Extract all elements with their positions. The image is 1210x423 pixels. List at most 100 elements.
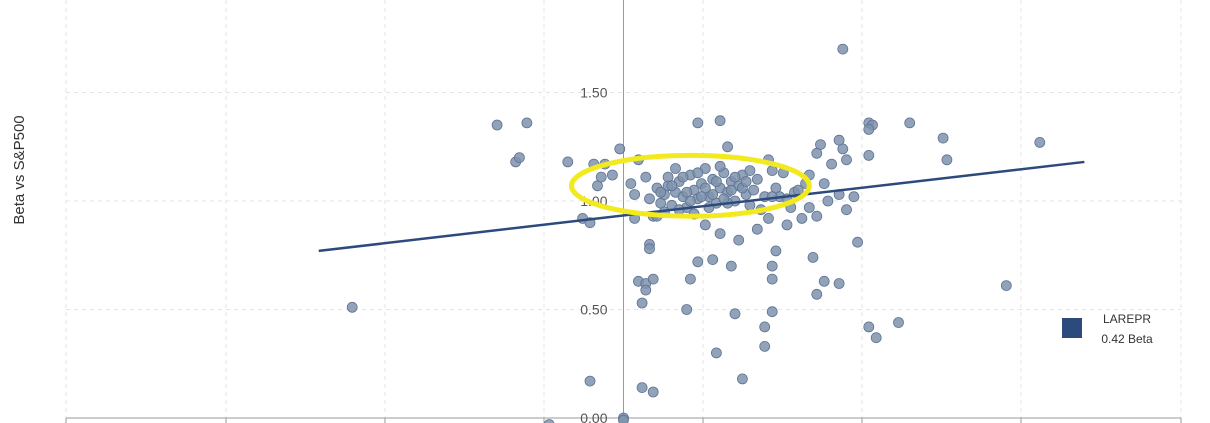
data-point bbox=[826, 158, 837, 170]
data-point bbox=[833, 134, 845, 146]
data-point bbox=[803, 202, 815, 213]
data-point bbox=[737, 373, 748, 385]
data-point bbox=[863, 123, 875, 135]
data-point bbox=[744, 165, 756, 177]
data-point bbox=[763, 212, 774, 224]
data-point bbox=[740, 176, 752, 187]
data-point bbox=[647, 386, 659, 398]
data-point bbox=[863, 321, 875, 333]
data-point bbox=[614, 143, 626, 155]
grid-lines bbox=[65, 0, 1182, 418]
data-point bbox=[733, 234, 745, 246]
data-point bbox=[852, 236, 863, 248]
y-tick-label: 1.50 bbox=[580, 85, 607, 101]
data-point bbox=[818, 178, 830, 190]
data-point bbox=[848, 191, 860, 203]
data-point bbox=[725, 260, 737, 272]
data-point bbox=[722, 141, 733, 153]
data-point bbox=[748, 184, 759, 196]
data-point bbox=[677, 171, 689, 183]
data-point bbox=[699, 219, 711, 231]
data-point bbox=[759, 340, 771, 352]
highlight-ellipse bbox=[568, 152, 812, 219]
data-point bbox=[766, 260, 778, 272]
data-point bbox=[640, 171, 652, 183]
data-point bbox=[766, 306, 778, 318]
data-point bbox=[640, 284, 652, 296]
y-tick-label: 0.00 bbox=[580, 410, 607, 423]
data-point bbox=[666, 180, 678, 192]
data-point bbox=[607, 169, 618, 181]
data-point bbox=[647, 273, 659, 285]
data-point bbox=[711, 176, 722, 187]
data-point bbox=[796, 212, 808, 224]
legend-series-name: LAREPR bbox=[1103, 312, 1151, 326]
data-point bbox=[770, 245, 782, 257]
data-point bbox=[729, 171, 741, 183]
y-tick-label: 0.50 bbox=[580, 302, 607, 318]
data-point bbox=[904, 117, 916, 129]
y-axis-label: Beta vs S&P500 bbox=[11, 115, 28, 224]
data-point bbox=[714, 115, 726, 127]
data-point bbox=[1000, 280, 1012, 292]
data-point bbox=[595, 171, 607, 183]
data-point bbox=[941, 154, 953, 166]
data-point bbox=[685, 273, 696, 285]
data-point bbox=[841, 154, 852, 166]
data-point bbox=[781, 219, 793, 231]
data-point bbox=[714, 160, 726, 172]
data-point bbox=[514, 152, 525, 164]
data-point bbox=[670, 163, 681, 174]
legend-swatch bbox=[1062, 318, 1082, 338]
data-point bbox=[729, 308, 741, 320]
data-point bbox=[692, 256, 704, 268]
data-point bbox=[629, 189, 640, 200]
trend-line bbox=[318, 160, 1085, 253]
data-point bbox=[696, 191, 707, 203]
data-point bbox=[870, 332, 882, 344]
data-point bbox=[625, 178, 637, 190]
data-point bbox=[707, 189, 719, 200]
data-point bbox=[818, 275, 830, 287]
data-point bbox=[711, 347, 722, 359]
data-point bbox=[807, 251, 819, 263]
data-point bbox=[681, 304, 693, 315]
data-point bbox=[841, 204, 852, 216]
data-point bbox=[491, 119, 503, 131]
data-point bbox=[562, 156, 574, 168]
data-point bbox=[644, 193, 655, 205]
legend-series-beta: 0.42 Beta bbox=[1101, 332, 1153, 346]
data-point bbox=[1034, 136, 1046, 148]
legend: LAREPR 0.42 Beta bbox=[1062, 312, 1153, 346]
data-point bbox=[521, 117, 533, 129]
data-point bbox=[681, 186, 693, 198]
y-tick-labels: 0.000.501.001.50 bbox=[580, 85, 607, 423]
data-point bbox=[707, 254, 719, 266]
data-point bbox=[837, 43, 849, 55]
data-point bbox=[655, 186, 667, 198]
data-points bbox=[346, 43, 1046, 423]
data-point bbox=[714, 228, 726, 240]
data-point bbox=[766, 273, 778, 285]
data-point bbox=[833, 278, 845, 289]
data-point bbox=[618, 414, 629, 423]
data-point bbox=[811, 210, 823, 222]
data-point bbox=[863, 149, 875, 161]
data-point bbox=[584, 375, 596, 387]
data-point bbox=[811, 288, 823, 300]
data-point bbox=[937, 132, 949, 144]
data-point bbox=[811, 147, 823, 159]
data-point bbox=[893, 317, 904, 328]
data-point bbox=[636, 297, 648, 309]
data-point bbox=[636, 382, 648, 394]
data-point bbox=[725, 184, 737, 196]
data-point bbox=[692, 117, 704, 129]
data-point bbox=[644, 243, 655, 255]
data-point bbox=[751, 223, 763, 235]
data-point bbox=[692, 167, 704, 179]
data-point bbox=[759, 321, 771, 333]
data-point bbox=[346, 301, 358, 313]
data-point bbox=[822, 195, 834, 207]
data-point bbox=[751, 173, 763, 185]
